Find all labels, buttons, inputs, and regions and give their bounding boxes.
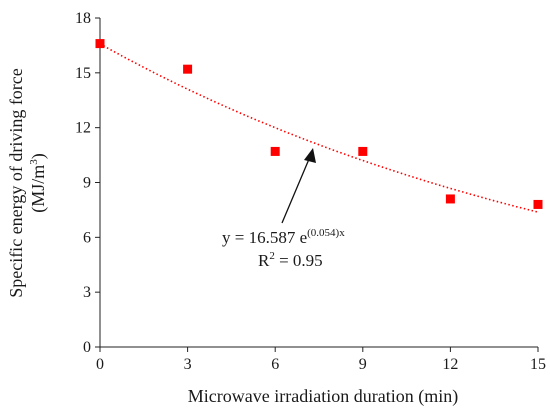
trendline: [99, 43, 539, 213]
y-tick-label: 15: [75, 65, 91, 82]
data-point: [270, 146, 280, 156]
y-tick-label: 0: [83, 339, 91, 356]
annotation-arrow: [281, 148, 316, 224]
data-point: [95, 39, 105, 49]
trendline-group: [99, 43, 539, 213]
y-tick-label: 6: [83, 229, 91, 246]
y-axis-title: Specific energy of driving force (MJ/m3): [6, 68, 49, 298]
trend-equation: y = 16.587 e(0.054)x R2 = 0.95: [222, 227, 345, 270]
data-point: [445, 194, 455, 204]
tick-labels: 0 3 6 9 12 15 18 0 3 6 9 12 15: [75, 10, 546, 373]
x-axis-title: Microwave irradiation duration (min): [188, 386, 458, 407]
data-point: [183, 64, 193, 74]
y-tick-label: 3: [83, 284, 91, 301]
x-tick-label: 3: [184, 356, 192, 373]
y-tick-label: 18: [75, 10, 91, 27]
r-squared-text: R2 = 0.95: [258, 250, 323, 270]
equation-text: y = 16.587 e(0.054)x: [222, 227, 345, 247]
y-axis-title-line1: Specific energy of driving force: [6, 68, 26, 298]
x-tick-label: 6: [271, 356, 279, 373]
y-tick-label: 9: [83, 175, 91, 192]
arrow-head: [304, 148, 316, 163]
data-point: [358, 146, 368, 156]
arrow-line: [281, 151, 313, 224]
data-point: [533, 199, 543, 209]
axes: [95, 17, 539, 352]
y-axis-title-line2: (MJ/m3): [28, 153, 49, 213]
y-tick-label: 12: [75, 120, 91, 137]
x-tick-label: 0: [96, 356, 104, 373]
x-tick-label: 15: [530, 356, 546, 373]
x-tick-label: 12: [442, 356, 458, 373]
data-points: [95, 39, 543, 209]
x-tick-label: 9: [359, 356, 367, 373]
